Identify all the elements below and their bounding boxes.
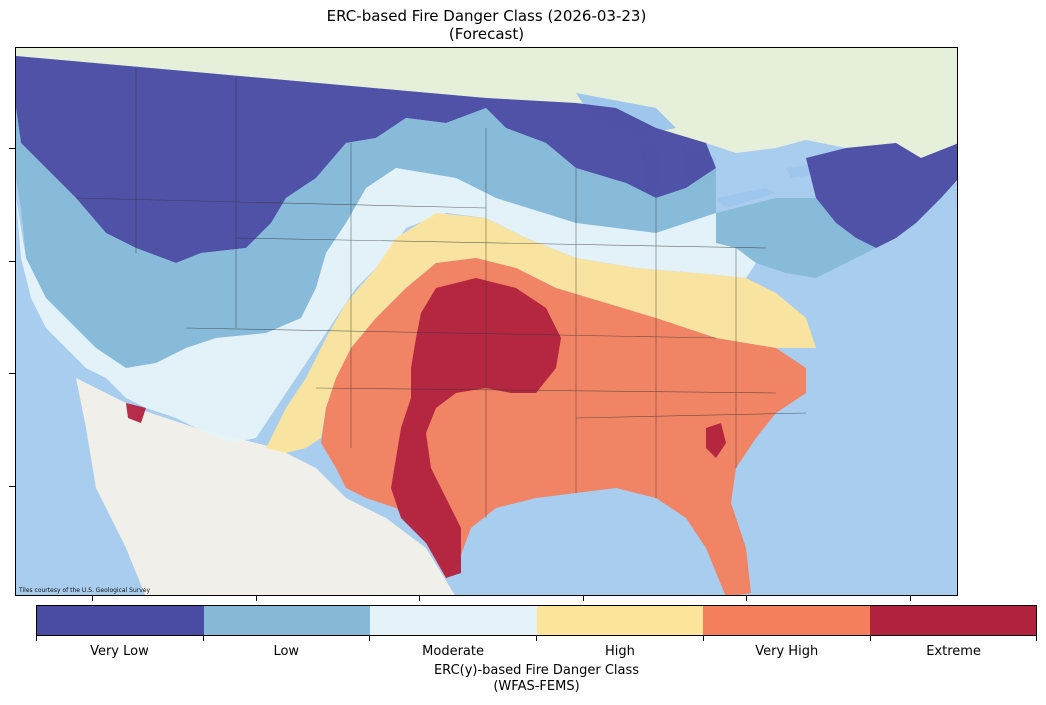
x-axis-tick [419, 596, 420, 601]
zone-extreme-southeast [706, 423, 726, 458]
y-axis-tick [9, 148, 15, 149]
fire-danger-map[interactable]: Tiles courtesy of the U.S. Geological Su… [15, 47, 958, 596]
x-axis-tick [910, 596, 911, 601]
zone-very-low-northeast [806, 143, 957, 248]
canada-land [16, 48, 957, 158]
legend-title-line2: (WFAS-FEMS) [493, 679, 580, 694]
lake-erie [716, 188, 776, 208]
colorbar-segment-very-low [37, 606, 204, 635]
legend-label-extreme: Extreme [926, 644, 981, 659]
legend-label-very-low: Very Low [90, 644, 149, 659]
x-axis-tick [746, 596, 747, 601]
legend-colorbar [36, 605, 1037, 636]
colorbar-segment-high [536, 606, 703, 635]
zone-extreme-plains [391, 278, 561, 578]
legend-title-line1: ERC(y)-based Fire Danger Class [433, 663, 640, 678]
zone-high [266, 213, 816, 453]
y-axis-tick [9, 261, 15, 262]
legend-label-moderate: Moderate [422, 644, 484, 659]
zone-low-west [16, 108, 716, 368]
colorbar-tick [1036, 636, 1037, 641]
y-axis-tick [9, 486, 15, 487]
y-axis-tick [9, 373, 15, 374]
map-canvas [16, 48, 957, 595]
legend-labels: Very Low Low Moderate High Very High Extreme [36, 644, 1037, 659]
colorbar-segment-moderate [370, 606, 537, 635]
zone-moderate [16, 168, 756, 443]
colorbar-segment-very-high [703, 606, 870, 635]
zone-extreme-socal [126, 403, 146, 423]
colorbar-tick [36, 636, 37, 641]
state-borders [75, 68, 807, 518]
legend-title: ERC(y)-based Fire Danger Class (WFAS-FEM… [36, 663, 1037, 695]
map-attribution: Tiles courtesy of the U.S. Geological Su… [19, 587, 151, 594]
colorbar-tick [536, 636, 537, 641]
legend-label-very-high: Very High [755, 644, 819, 659]
colorbar-tick [203, 636, 204, 641]
x-axis-tick [256, 596, 257, 601]
x-axis-tick [583, 596, 584, 601]
zone-low-east [716, 198, 876, 278]
colorbar-segment-low [203, 606, 370, 635]
x-axis-tick [92, 596, 93, 601]
colorbar-tick [870, 636, 871, 641]
map-title-line1: ERC-based Fire Danger Class (2026-03-23) [326, 7, 647, 25]
colorbar-segment-extreme [869, 606, 1036, 635]
map-title: ERC-based Fire Danger Class (2026-03-23)… [15, 7, 958, 43]
colorbar-tick [703, 636, 704, 641]
zone-very-low-north [16, 56, 716, 263]
legend-label-low: Low [273, 644, 300, 659]
mexico-land [76, 378, 455, 595]
map-title-line2: (Forecast) [448, 25, 525, 43]
colorbar-tick [369, 636, 370, 641]
legend-label-high: High [604, 644, 635, 659]
